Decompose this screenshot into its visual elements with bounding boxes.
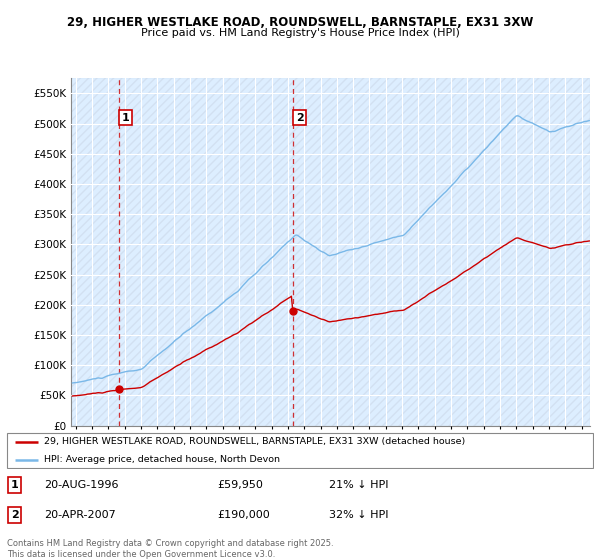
- Text: 21% ↓ HPI: 21% ↓ HPI: [329, 480, 389, 490]
- Text: Contains HM Land Registry data © Crown copyright and database right 2025.
This d: Contains HM Land Registry data © Crown c…: [7, 539, 334, 559]
- Text: Price paid vs. HM Land Registry's House Price Index (HPI): Price paid vs. HM Land Registry's House …: [140, 28, 460, 38]
- Text: 1: 1: [11, 480, 19, 490]
- Text: 32% ↓ HPI: 32% ↓ HPI: [329, 510, 389, 520]
- Text: 2: 2: [11, 510, 19, 520]
- Text: 20-APR-2007: 20-APR-2007: [44, 510, 116, 520]
- Text: 29, HIGHER WESTLAKE ROAD, ROUNDSWELL, BARNSTAPLE, EX31 3XW (detached house): 29, HIGHER WESTLAKE ROAD, ROUNDSWELL, BA…: [44, 437, 466, 446]
- Text: £59,950: £59,950: [218, 480, 263, 490]
- FancyBboxPatch shape: [7, 433, 593, 468]
- Text: £190,000: £190,000: [218, 510, 271, 520]
- Text: 2: 2: [296, 113, 304, 123]
- Text: HPI: Average price, detached house, North Devon: HPI: Average price, detached house, Nort…: [44, 455, 280, 464]
- Text: 1: 1: [122, 113, 130, 123]
- Text: 29, HIGHER WESTLAKE ROAD, ROUNDSWELL, BARNSTAPLE, EX31 3XW: 29, HIGHER WESTLAKE ROAD, ROUNDSWELL, BA…: [67, 16, 533, 29]
- Text: 20-AUG-1996: 20-AUG-1996: [44, 480, 119, 490]
